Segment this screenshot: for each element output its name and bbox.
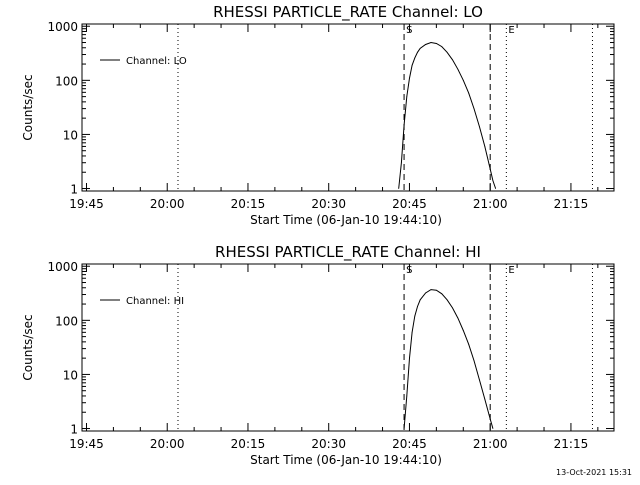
y-tick-label: 1000: [47, 260, 78, 274]
y-tick-label: 1000: [47, 20, 78, 34]
data-point: [468, 92, 470, 94]
data-point: [489, 418, 491, 420]
data-point: [489, 168, 491, 170]
data-point: [452, 307, 453, 309]
series-line-channel-lo: [398, 41, 497, 189]
vline-label: S: [406, 265, 412, 276]
data-point: [468, 343, 470, 345]
plot-frame: [81, 23, 615, 192]
data-point: [398, 188, 400, 189]
x-tick-label: 20:00: [150, 437, 185, 451]
y-axis-label: Counts/sec: [21, 314, 35, 380]
data-point: [473, 360, 475, 362]
data-point: [457, 68, 459, 70]
data-point: [492, 428, 494, 429]
data-point: [419, 47, 421, 49]
data-point: [414, 57, 416, 59]
data-point: [409, 77, 410, 79]
x-axis-label: Start Time (06-Jan-10 19:44:10): [250, 453, 442, 467]
y-tick-label: 100: [55, 314, 78, 328]
data-point: [400, 162, 402, 164]
x-tick-label: 21:15: [554, 197, 589, 211]
data-point: [446, 51, 448, 53]
data-point: [403, 428, 405, 429]
x-tick-label: 20:15: [231, 437, 266, 451]
plot-frame: [81, 263, 615, 432]
data-point: [430, 289, 432, 290]
data-point: [406, 96, 408, 98]
data-point: [419, 299, 421, 301]
series-line-channel-hi: [403, 289, 494, 429]
y-tick-label: 1: [70, 183, 78, 197]
data-point: [425, 44, 427, 45]
x-tick-label: 20:00: [150, 197, 185, 211]
vline-label: E: [508, 265, 514, 276]
data-point: [495, 188, 496, 189]
x-tick-label: 21:15: [554, 437, 589, 451]
x-tick-label: 21:00: [473, 437, 508, 451]
x-tick-label: 21:00: [473, 197, 508, 211]
data-point: [417, 306, 418, 307]
x-tick-label: 19:45: [69, 197, 104, 211]
x-tick-label: 20:15: [231, 197, 266, 211]
data-point: [484, 146, 486, 147]
data-point: [425, 292, 427, 294]
data-point: [409, 357, 410, 359]
data-point: [457, 317, 459, 319]
y-axis-label: Counts/sec: [21, 74, 35, 140]
data-point: [479, 379, 480, 381]
y-tick-label: 10: [63, 368, 78, 382]
chart-title: RHESSI PARTICLE_RATE Channel: LO: [213, 3, 483, 22]
vline-label: E: [508, 25, 514, 36]
x-tick-label: 20:30: [311, 197, 346, 211]
data-point: [414, 315, 416, 317]
x-tick-label: 19:45: [69, 437, 104, 451]
data-point: [435, 289, 437, 291]
legend-label: Channel: HI: [126, 296, 184, 307]
data-point: [441, 293, 443, 295]
y-tick-label: 10: [63, 128, 78, 142]
x-tick-label: 20:45: [392, 437, 427, 451]
x-tick-label: 20:30: [311, 437, 346, 451]
data-point: [473, 108, 475, 110]
data-point: [417, 51, 418, 53]
x-axis-label: Start Time (06-Jan-10 19:44:10): [250, 213, 442, 227]
data-point: [492, 180, 494, 182]
timestamp: 13-Oct-2021 15:31: [556, 468, 632, 477]
data-point: [430, 42, 432, 43]
legend-label: Channel: LO: [126, 56, 187, 67]
data-point: [441, 46, 443, 48]
data-point: [411, 331, 413, 333]
x-tick-label: 20:45: [392, 197, 427, 211]
data-point: [479, 126, 480, 127]
y-tick-label: 100: [55, 74, 78, 88]
data-point: [435, 43, 437, 44]
vline-label: S: [406, 25, 412, 36]
data-point: [462, 330, 464, 331]
data-point: [462, 79, 464, 81]
y-tick-label: 1: [70, 423, 78, 437]
data-point: [406, 395, 408, 397]
data-point: [484, 398, 486, 400]
chart-title: RHESSI PARTICLE_RATE Channel: HI: [215, 243, 481, 262]
data-point: [446, 299, 448, 301]
data-point: [452, 59, 453, 61]
data-point: [411, 64, 413, 66]
data-point: [403, 124, 405, 126]
